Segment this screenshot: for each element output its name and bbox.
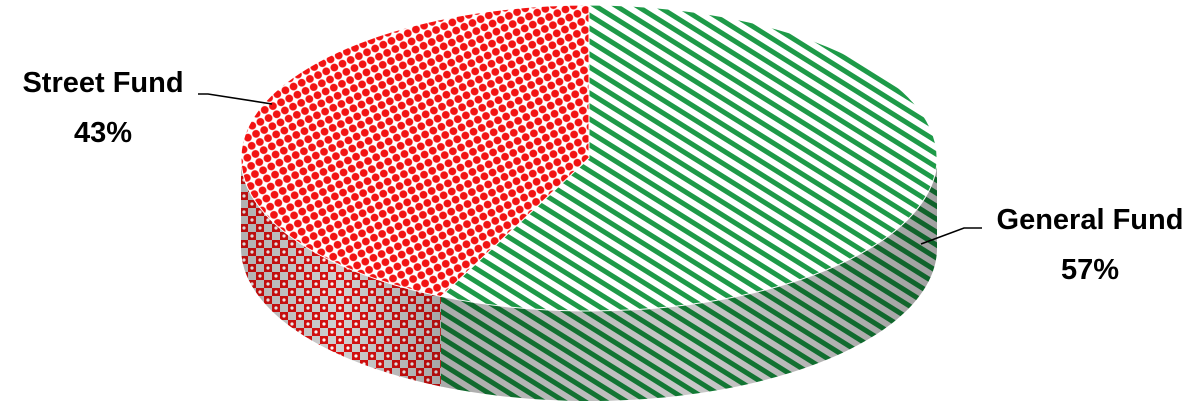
general-fund-side-shade — [440, 158, 937, 401]
street-fund-percent: 43% — [74, 117, 132, 149]
street-fund-label: Street Fund — [22, 67, 183, 99]
street-fund-slice — [240, 4, 590, 297]
street-fund-side-shade — [241, 158, 441, 387]
general-fund-leader-line — [920, 227, 982, 245]
general-fund-label: General Fund — [997, 204, 1184, 236]
pie-side-layer — [241, 158, 937, 401]
pie-top-layer — [240, 4, 938, 312]
general-fund-slice — [439, 4, 938, 312]
street-fund-leader-line — [198, 93, 273, 105]
general-fund-percent: 57% — [1061, 254, 1119, 286]
